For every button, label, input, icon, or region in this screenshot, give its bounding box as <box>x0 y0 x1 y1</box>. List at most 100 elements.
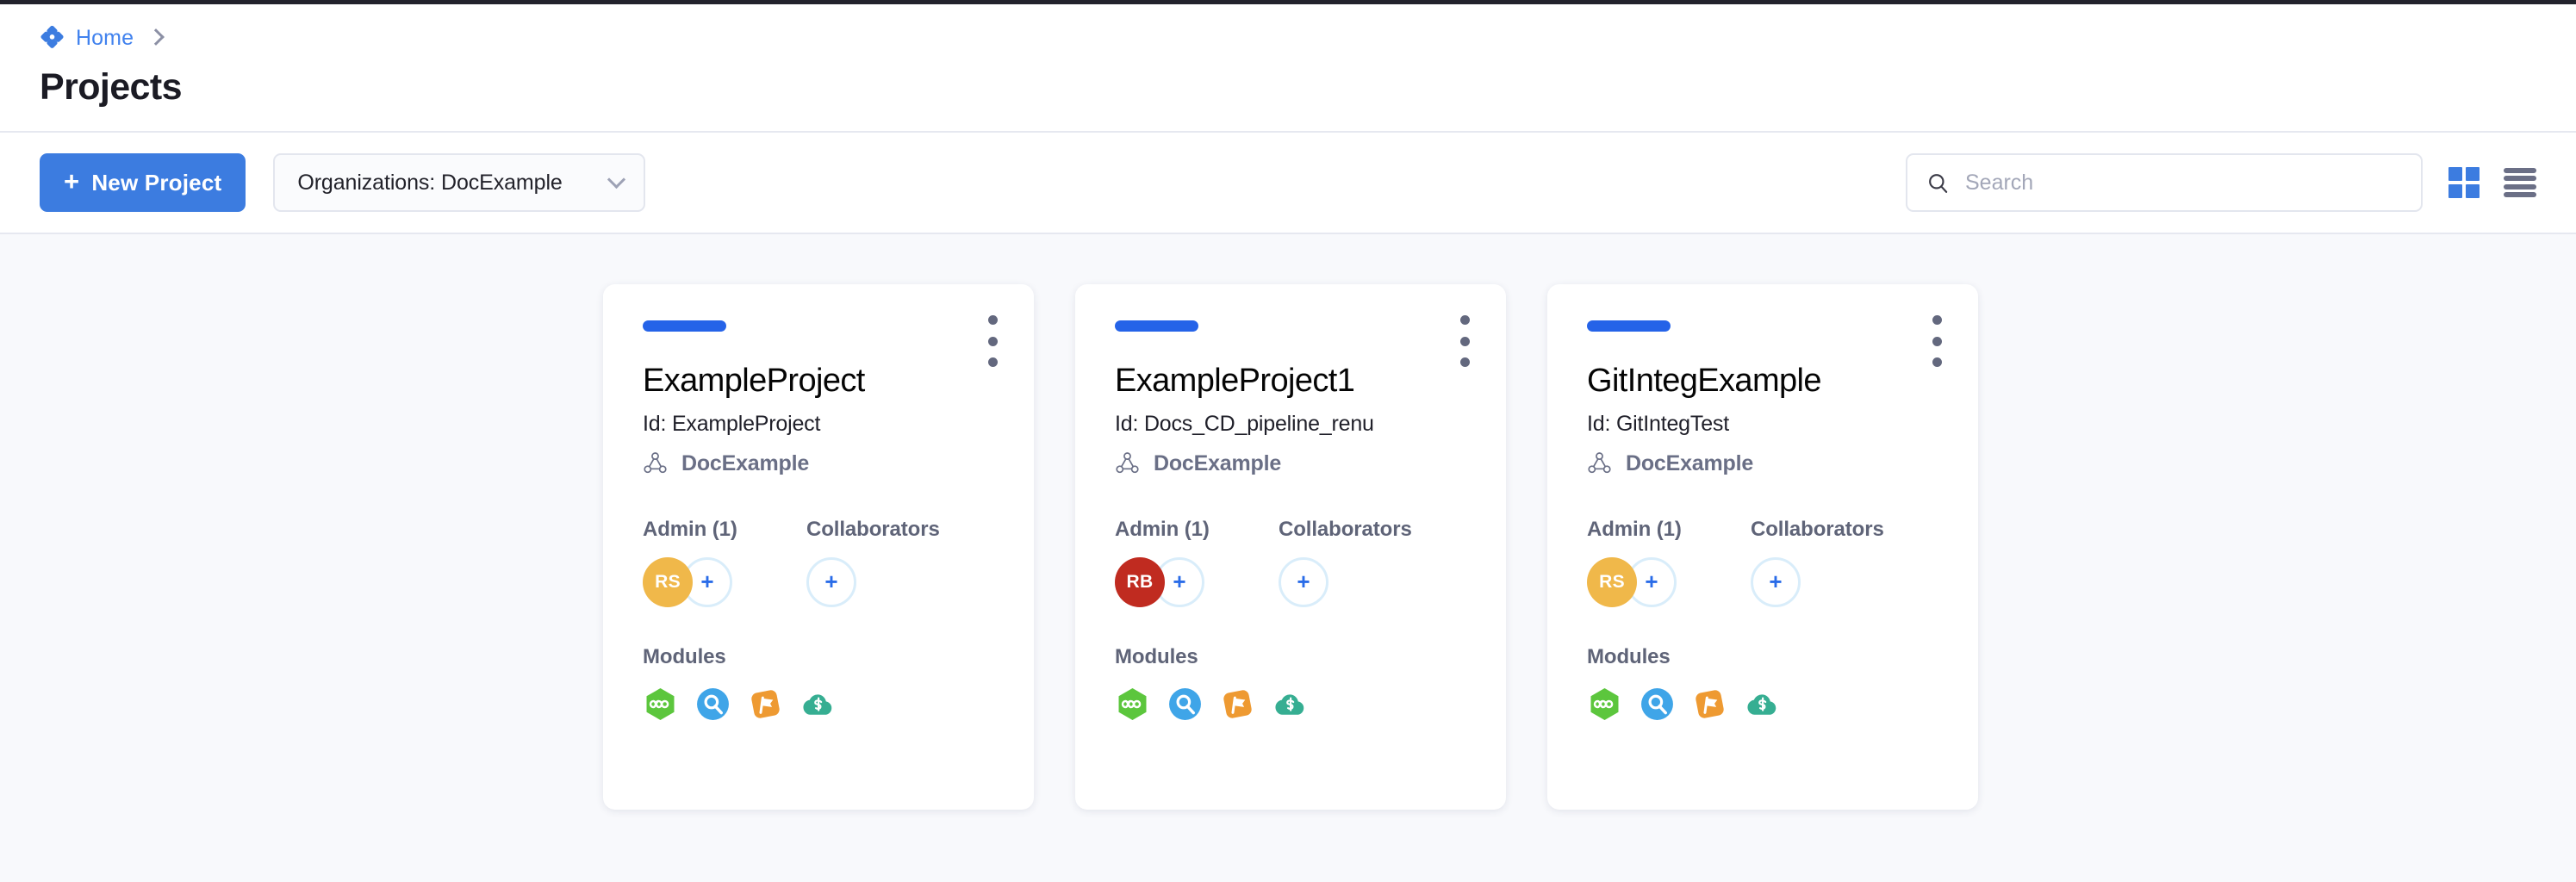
toolbar: + New Project Organizations: DocExample <box>0 133 2576 234</box>
list-bar <box>2504 176 2536 182</box>
page-title: Projects <box>40 66 182 108</box>
project-organization: DocExample <box>1115 451 1466 476</box>
collaborators-label: Collaborators <box>806 517 940 541</box>
kebab-dot <box>1932 357 1942 367</box>
continuous-integration-module-icon[interactable] <box>1587 686 1622 722</box>
breadcrumb-home-link[interactable]: Home <box>76 25 134 50</box>
view-toggle-group <box>2448 167 2536 198</box>
admin-column: Admin (1) RS + <box>643 518 806 607</box>
grid-cell <box>2466 167 2480 181</box>
search-box[interactable] <box>1906 153 2423 212</box>
admin-label: Admin (1) <box>643 517 737 541</box>
card-options-menu-icon[interactable] <box>1459 315 1470 367</box>
grid-cell <box>2448 167 2462 181</box>
admin-avatar[interactable]: RB <box>1115 556 1165 607</box>
collaborators-label: Collaborators <box>1751 517 1884 541</box>
admin-avatar-group: RS + <box>643 556 806 607</box>
list-bar <box>2504 183 2536 189</box>
search-input[interactable] <box>1965 170 2402 196</box>
collaborators-column: Collaborators + <box>806 518 979 607</box>
chevron-right-icon <box>147 28 165 46</box>
add-admin-button[interactable]: + <box>1154 556 1204 607</box>
admin-avatar-group: RB + <box>1115 556 1279 607</box>
continuous-integration-module-icon[interactable] <box>643 686 678 722</box>
card-options-menu-icon[interactable] <box>1932 315 1942 367</box>
project-id: Id: ExampleProject <box>643 411 821 436</box>
project-organization: DocExample <box>1587 451 1938 476</box>
kebab-dot <box>1932 315 1942 325</box>
project-id: Id: GitIntegTest <box>1587 411 1729 436</box>
chevron-down-icon <box>607 170 626 189</box>
organization-icon <box>1116 452 1139 474</box>
modules-icon-row <box>1115 686 1466 722</box>
add-collaborator-button[interactable]: + <box>1751 556 1801 607</box>
grid-view-icon[interactable] <box>2448 167 2480 198</box>
feature-flags-module-icon[interactable] <box>748 686 783 722</box>
project-id: Id: Docs_CD_pipeline_renu <box>1115 411 1374 436</box>
new-project-label: New Project <box>91 169 222 196</box>
people-section: Admin (1) RS + Collaborators + <box>1587 518 1938 607</box>
grid-cell <box>2448 184 2462 198</box>
collaborators-column: Collaborators + <box>1279 518 1451 607</box>
project-name: GitIntegExample <box>1587 363 1822 399</box>
collaborators-label: Collaborators <box>1279 517 1412 541</box>
kebab-dot <box>987 315 998 325</box>
feature-flags-module-icon[interactable] <box>1692 686 1727 722</box>
kebab-dot <box>1459 336 1470 346</box>
organization-name: DocExample <box>681 450 810 475</box>
admin-avatar[interactable]: RS <box>643 556 693 607</box>
kebab-dot <box>1459 315 1470 325</box>
collaborator-avatar-group: + <box>1751 556 1923 607</box>
organization-select[interactable]: Organizations: DocExample <box>273 153 646 212</box>
main-content: ExampleProject Id: ExampleProject DocExamp… <box>0 234 2576 882</box>
cloud-cost-module-icon[interactable] <box>1272 686 1308 722</box>
project-card[interactable]: ExampleProject Id: ExampleProject DocExamp… <box>603 284 1034 810</box>
feature-flags-module-icon[interactable] <box>1220 686 1255 722</box>
card-color-bar <box>643 320 726 332</box>
organization-icon <box>1588 452 1611 474</box>
window-top-edge <box>0 0 2576 4</box>
modules-label: Modules <box>1587 644 1671 668</box>
list-view-icon[interactable] <box>2504 168 2536 197</box>
organization-select-label: Organizations: DocExample <box>297 170 563 195</box>
cloud-cost-module-icon[interactable] <box>800 686 836 722</box>
admin-label: Admin (1) <box>1587 517 1682 541</box>
harness-logo-icon <box>40 25 64 48</box>
grid-cell <box>2466 184 2480 198</box>
people-section: Admin (1) RS + Collaborators + <box>643 518 994 607</box>
project-card[interactable]: ExampleProject1 Id: Docs_CD_pipeline_renu… <box>1075 284 1506 810</box>
toolbar-left-group: + New Project Organizations: DocExample <box>40 153 646 212</box>
continuous-integration-module-icon[interactable] <box>1115 686 1150 722</box>
admin-avatar-group: RS + <box>1587 556 1751 607</box>
modules-label: Modules <box>1115 644 1198 668</box>
kebab-dot <box>987 336 998 346</box>
people-section: Admin (1) RB + Collaborators + <box>1115 518 1466 607</box>
list-bar <box>2504 191 2536 197</box>
collaborator-avatar-group: + <box>806 556 979 607</box>
page-header: Home Projects <box>0 4 2576 133</box>
continuous-verification-module-icon[interactable] <box>695 686 731 722</box>
admin-column: Admin (1) RB + <box>1115 518 1279 607</box>
card-options-menu-icon[interactable] <box>987 315 998 367</box>
admin-column: Admin (1) RS + <box>1587 518 1751 607</box>
list-bar <box>2504 168 2536 173</box>
new-project-button[interactable]: + New Project <box>40 153 246 212</box>
continuous-verification-module-icon[interactable] <box>1167 686 1203 722</box>
modules-icon-row <box>1587 686 1938 722</box>
project-name: ExampleProject <box>643 363 865 399</box>
admin-avatar[interactable]: RS <box>1587 556 1637 607</box>
card-color-bar <box>1587 320 1671 332</box>
modules-icon-row <box>643 686 994 722</box>
add-collaborator-button[interactable]: + <box>1279 556 1328 607</box>
project-organization: DocExample <box>643 451 994 476</box>
continuous-verification-module-icon[interactable] <box>1640 686 1675 722</box>
card-color-bar <box>1115 320 1198 332</box>
breadcrumb: Home <box>40 23 2576 53</box>
collaborator-avatar-group: + <box>1279 556 1451 607</box>
kebab-dot <box>1932 336 1942 346</box>
add-collaborator-button[interactable]: + <box>806 556 856 607</box>
organization-icon <box>644 452 667 474</box>
project-card[interactable]: GitIntegExample Id: GitIntegTest DocExampl… <box>1547 284 1978 810</box>
cloud-cost-module-icon[interactable] <box>1745 686 1780 722</box>
admin-label: Admin (1) <box>1115 517 1210 541</box>
